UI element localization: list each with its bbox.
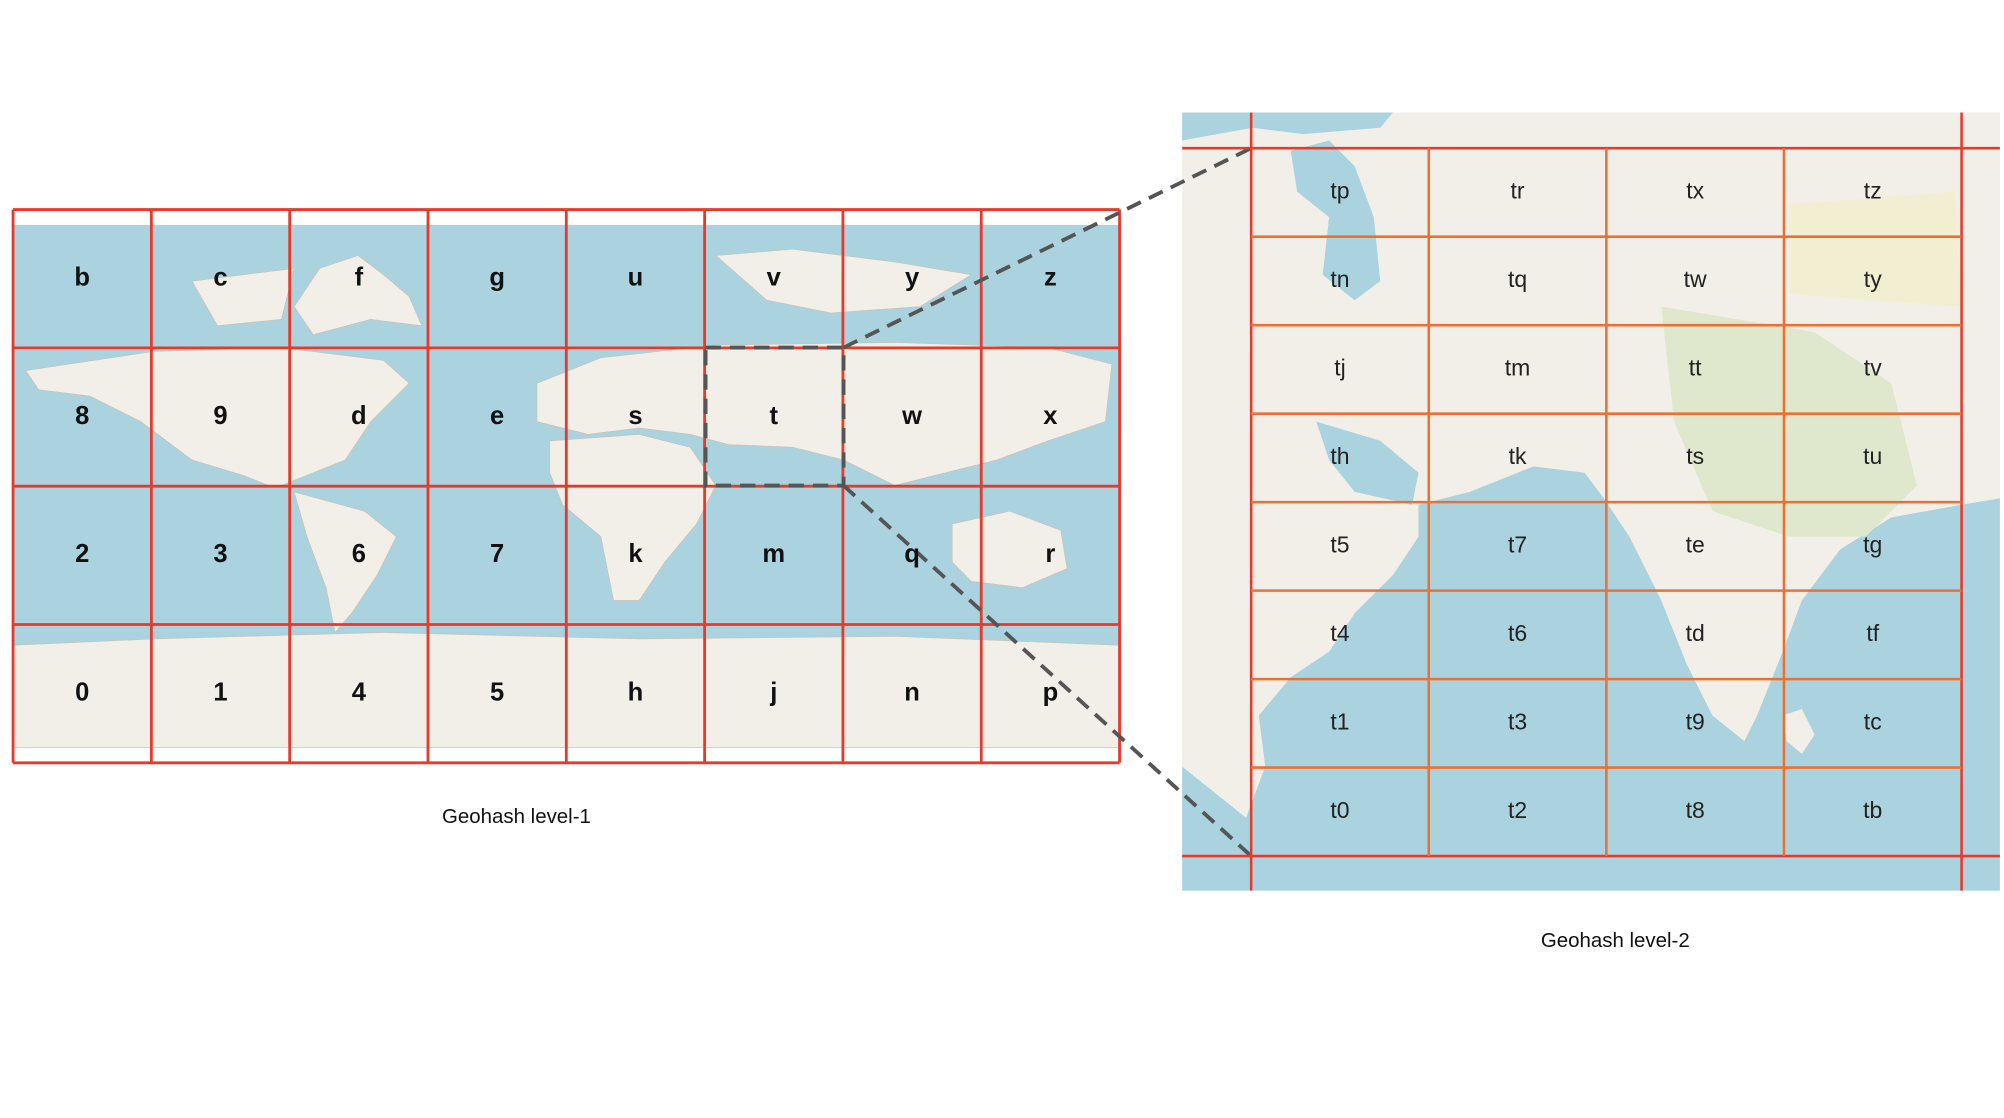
cell-label: t4 bbox=[1330, 620, 1349, 646]
cell-label: tx bbox=[1686, 178, 1704, 204]
cell-label: t8 bbox=[1686, 797, 1705, 823]
cell-label: t0 bbox=[1330, 797, 1349, 823]
cell-label: t7 bbox=[1508, 531, 1527, 557]
cell-label: tk bbox=[1509, 443, 1527, 469]
grid-lines bbox=[11, 112, 2000, 891]
cell-label: td bbox=[1686, 620, 1705, 646]
cell-label: tb bbox=[1863, 797, 1882, 823]
cell-label: v bbox=[767, 263, 782, 291]
cell-label: th bbox=[1330, 443, 1349, 469]
cell-label: n bbox=[904, 678, 920, 706]
cell-label: tq bbox=[1508, 266, 1527, 292]
cell-label: x bbox=[1043, 402, 1058, 430]
cell-label: k bbox=[628, 540, 643, 568]
cell-label: te bbox=[1686, 531, 1705, 557]
cell-label: t2 bbox=[1508, 797, 1527, 823]
cell-label: 7 bbox=[490, 540, 504, 568]
cell-label: 4 bbox=[352, 678, 367, 706]
cell-label: f bbox=[355, 263, 364, 291]
cell-label: j bbox=[769, 678, 777, 706]
cell-label: tc bbox=[1864, 708, 1882, 734]
cell-label: 2 bbox=[75, 540, 89, 568]
cell-label: u bbox=[628, 263, 644, 291]
labels: b c f g u v y z8 9 d e s t w x2 3 6 7 k m q r0 1 4 5 h j n pGeohash … bbox=[74, 178, 1882, 953]
cell-label: tn bbox=[1330, 266, 1349, 292]
cell-label: tm bbox=[1505, 354, 1531, 380]
cell-label: tv bbox=[1864, 354, 1882, 380]
cell-label: tu bbox=[1863, 443, 1882, 469]
cell-label: t1 bbox=[1330, 708, 1349, 734]
cell-label: tw bbox=[1684, 266, 1707, 292]
cell-label: tz bbox=[1864, 178, 1882, 204]
cell-label: h bbox=[628, 678, 644, 706]
cell-label: 1 bbox=[213, 678, 227, 706]
cell-label: p bbox=[1043, 678, 1059, 706]
cell-label: t bbox=[770, 402, 779, 430]
caption: Geohash level-2 bbox=[1541, 929, 1690, 952]
cell-label: tj bbox=[1334, 354, 1346, 380]
cell-label: 5 bbox=[490, 678, 504, 706]
cell-label: r bbox=[1045, 540, 1055, 568]
cell-label: y bbox=[905, 263, 920, 291]
cell-label: 0 bbox=[75, 678, 89, 706]
cell-label: ts bbox=[1686, 443, 1704, 469]
cell-label: q bbox=[904, 540, 920, 568]
cell-label: w bbox=[901, 402, 922, 430]
cell-label: s bbox=[628, 402, 642, 430]
cell-label: d bbox=[351, 402, 367, 430]
cell-label: tg bbox=[1863, 531, 1882, 557]
cell-label: 8 bbox=[75, 402, 89, 430]
cell-label: tt bbox=[1689, 354, 1702, 380]
cell-label: t6 bbox=[1508, 620, 1527, 646]
zoom-line bbox=[842, 146, 1252, 350]
cell-label: b bbox=[74, 263, 90, 291]
cell-label: ty bbox=[1864, 266, 1882, 292]
zoom-line bbox=[842, 484, 1253, 858]
cell-label: tr bbox=[1511, 178, 1525, 204]
cell-label: t5 bbox=[1330, 531, 1349, 557]
cell-label: tp bbox=[1330, 178, 1349, 204]
cell-label: tf bbox=[1866, 620, 1879, 646]
cell-label: g bbox=[489, 263, 505, 291]
caption: Geohash level-1 bbox=[442, 805, 591, 828]
cell-label: e bbox=[490, 402, 504, 430]
cell-label: 9 bbox=[213, 402, 227, 430]
cell-label: m bbox=[762, 540, 785, 568]
highlight-box bbox=[703, 345, 846, 488]
cell-label: z bbox=[1044, 263, 1057, 291]
cell-label: 3 bbox=[213, 540, 227, 568]
cell-label: t9 bbox=[1686, 708, 1705, 734]
cell-label: t3 bbox=[1508, 708, 1527, 734]
cell-label: c bbox=[213, 263, 227, 291]
cell-label: 6 bbox=[352, 540, 366, 568]
